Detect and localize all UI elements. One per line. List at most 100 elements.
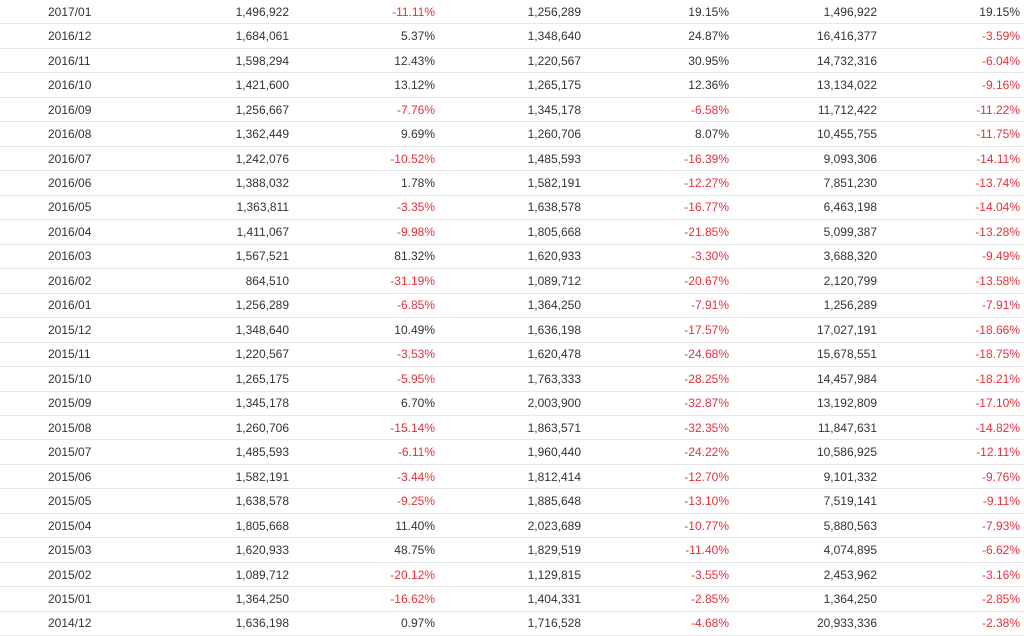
prev-year-value-cell: 1,829,519 (435, 537, 581, 563)
cumulative-yoy-cell: -7.93% (877, 513, 1024, 539)
mom-change-cell: -3.53% (289, 342, 435, 368)
prev-year-value-cell: 1,716,528 (435, 611, 581, 636)
period-cell: 2015/04 (0, 513, 179, 539)
cumulative-value-cell: 10,586,925 (729, 439, 877, 465)
cumulative-yoy-cell: -3.59% (877, 23, 1024, 49)
mom-change-cell: -10.52% (289, 146, 435, 172)
period-cell: 2016/02 (0, 268, 179, 294)
table-row: 2015/09 1,345,178 6.70% 2,003,900 -32.87% 13,… (0, 391, 1024, 416)
period-cell: 2016/05 (0, 195, 179, 221)
table-row: 2015/05 1,638,578 -9.25% 1,885,648 -13.10% 7,… (0, 488, 1024, 514)
prev-year-value-cell: 1,638,578 (435, 195, 581, 221)
table-row: 2015/03 1,620,933 48.75% 1,829,519 -11.40% 4,… (0, 537, 1024, 563)
mom-change-cell: 13.12% (289, 72, 435, 98)
yoy-change-cell: -4.68% (581, 611, 729, 636)
cumulative-value-cell: 9,093,306 (729, 146, 877, 172)
table-row: 2015/06 1,582,191 -3.44% 1,812,414 -12.70% 9,… (0, 464, 1024, 490)
table-row: 2016/09 1,256,667 -7.76% 1,345,178 -6.58% 11,… (0, 97, 1024, 123)
period-cell: 2015/08 (0, 415, 179, 441)
monthly-value-cell: 1,421,600 (179, 72, 289, 98)
prev-year-value-cell: 1,348,640 (435, 23, 581, 49)
prev-year-value-cell: 1,636,198 (435, 317, 581, 343)
monthly-value-cell: 1,636,198 (179, 611, 289, 636)
table-row: 2015/01 1,364,250 -16.62% 1,404,331 -2.85% 1,… (0, 586, 1024, 612)
monthly-value-cell: 1,242,076 (179, 146, 289, 172)
monthly-value-cell: 1,348,640 (179, 317, 289, 343)
cumulative-yoy-cell: -3.16% (877, 562, 1024, 588)
cumulative-value-cell: 11,847,631 (729, 415, 877, 441)
cumulative-value-cell: 5,099,387 (729, 219, 877, 245)
mom-change-cell: 0.97% (289, 611, 435, 636)
cumulative-value-cell: 13,134,022 (729, 72, 877, 98)
cumulative-yoy-cell: -9.11% (877, 488, 1024, 514)
monthly-value-cell: 1,220,567 (179, 342, 289, 368)
yoy-change-cell: -13.10% (581, 488, 729, 514)
cumulative-value-cell: 9,101,332 (729, 464, 877, 490)
period-cell: 2016/10 (0, 72, 179, 98)
prev-year-value-cell: 1,364,250 (435, 293, 581, 319)
cumulative-value-cell: 14,732,316 (729, 48, 877, 74)
monthly-value-cell: 1,496,922 (179, 0, 289, 25)
period-cell: 2015/01 (0, 586, 179, 612)
table-row: 2016/07 1,242,076 -10.52% 1,485,593 -16.39% 9… (0, 146, 1024, 172)
cumulative-value-cell: 20,933,336 (729, 611, 877, 636)
yoy-change-cell: -32.87% (581, 391, 729, 416)
period-cell: 2016/01 (0, 293, 179, 319)
cumulative-value-cell: 7,519,141 (729, 488, 877, 514)
mom-change-cell: 12.43% (289, 48, 435, 74)
monthly-value-cell: 1,265,175 (179, 366, 289, 392)
cumulative-yoy-cell: -18.66% (877, 317, 1024, 343)
mom-change-cell: 10.49% (289, 317, 435, 343)
yoy-change-cell: -17.57% (581, 317, 729, 343)
monthly-value-cell: 1,620,933 (179, 537, 289, 563)
mom-change-cell: -6.11% (289, 439, 435, 465)
cumulative-yoy-cell: -18.75% (877, 342, 1024, 368)
table-row: 2016/02 864,510 -31.19% 1,089,712 -20.67% 2,1… (0, 268, 1024, 294)
prev-year-value-cell: 2,023,689 (435, 513, 581, 539)
monthly-value-cell: 1,362,449 (179, 121, 289, 147)
yoy-change-cell: -16.77% (581, 195, 729, 221)
mom-change-cell: -20.12% (289, 562, 435, 588)
cumulative-yoy-cell: -12.11% (877, 439, 1024, 465)
mom-change-cell: 48.75% (289, 537, 435, 563)
cumulative-value-cell: 4,074,895 (729, 537, 877, 563)
cumulative-yoy-cell: -14.82% (877, 415, 1024, 441)
table-row: 2016/10 1,421,600 13.12% 1,265,175 12.36% 13,… (0, 72, 1024, 98)
prev-year-value-cell: 1,812,414 (435, 464, 581, 490)
prev-year-value-cell: 1,960,440 (435, 439, 581, 465)
cumulative-yoy-cell: -13.28% (877, 219, 1024, 245)
mom-change-cell: 81.32% (289, 244, 435, 270)
cumulative-yoy-cell: 19.15% (877, 0, 1024, 25)
table-row: 2015/10 1,265,175 -5.95% 1,763,333 -28.25% 14… (0, 366, 1024, 392)
prev-year-value-cell: 1,345,178 (435, 97, 581, 123)
cumulative-value-cell: 1,256,289 (729, 293, 877, 319)
mom-change-cell: -3.44% (289, 464, 435, 490)
yoy-change-cell: -24.68% (581, 342, 729, 368)
table-row: 2015/12 1,348,640 10.49% 1,636,198 -17.57% 17… (0, 317, 1024, 343)
prev-year-value-cell: 1,885,648 (435, 488, 581, 514)
cumulative-yoy-cell: -14.11% (877, 146, 1024, 172)
table-row: 2016/06 1,388,032 1.78% 1,582,191 -12.27% 7,8… (0, 170, 1024, 196)
monthly-value-cell: 1,598,294 (179, 48, 289, 74)
cumulative-yoy-cell: -9.76% (877, 464, 1024, 490)
cumulative-value-cell: 16,416,377 (729, 23, 877, 49)
cumulative-value-cell: 11,712,422 (729, 97, 877, 123)
yoy-change-cell: 24.87% (581, 23, 729, 49)
yoy-change-cell: -24.22% (581, 439, 729, 465)
monthly-value-cell: 1,256,289 (179, 293, 289, 319)
cumulative-yoy-cell: -11.22% (877, 97, 1024, 123)
prev-year-value-cell: 1,129,815 (435, 562, 581, 588)
period-cell: 2017/01 (0, 0, 179, 25)
prev-year-value-cell: 1,220,567 (435, 48, 581, 74)
period-cell: 2014/12 (0, 611, 179, 636)
yoy-change-cell: -20.67% (581, 268, 729, 294)
monthly-value-cell: 1,684,061 (179, 23, 289, 49)
yoy-change-cell: -11.40% (581, 537, 729, 563)
mom-change-cell: 5.37% (289, 23, 435, 49)
yoy-change-cell: -16.39% (581, 146, 729, 172)
mom-change-cell: 11.40% (289, 513, 435, 539)
cumulative-value-cell: 1,496,922 (729, 0, 877, 25)
prev-year-value-cell: 1,582,191 (435, 170, 581, 196)
monthly-value-cell: 1,089,712 (179, 562, 289, 588)
